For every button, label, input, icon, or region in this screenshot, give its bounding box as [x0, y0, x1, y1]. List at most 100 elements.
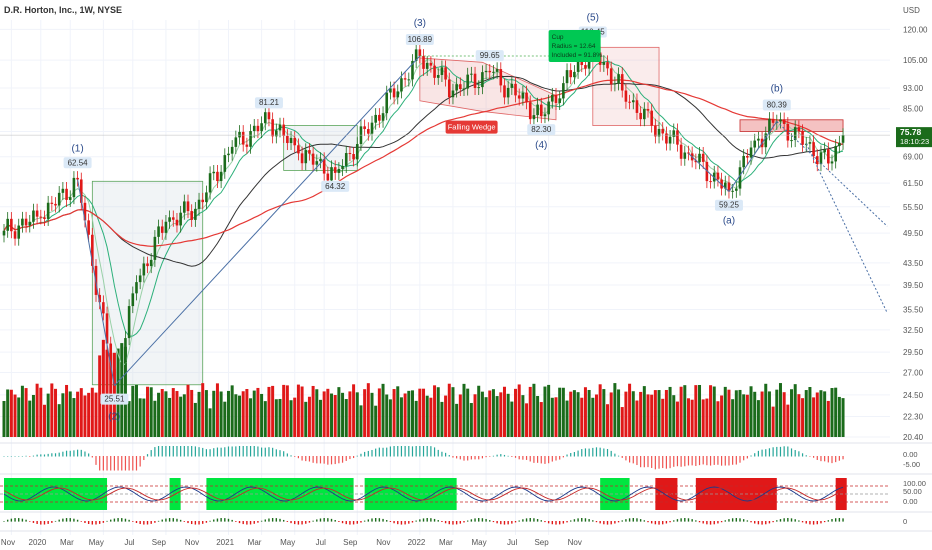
histogram-bar: [408, 446, 410, 457]
histogram-bar: [525, 456, 528, 460]
oscillator-bar: [386, 520, 388, 522]
oscillator-bar: [595, 521, 598, 523]
candle-body: [819, 152, 823, 165]
candle-body: [116, 367, 120, 386]
oscillator-bar: [470, 519, 473, 522]
oscillator-bar: [720, 521, 723, 523]
histogram-bar: [161, 446, 163, 457]
axes: 120.00105.0093.0085.0077.0069.0061.5055.…: [1, 25, 932, 547]
oscillator-bar: [334, 519, 336, 522]
volume-bar: [197, 391, 201, 437]
histogram-bar: [559, 456, 561, 460]
oscillator-bar: [684, 518, 686, 522]
candle-body: [46, 202, 50, 219]
histogram-bar: [665, 456, 667, 469]
histogram-bar: [813, 456, 815, 458]
histogram-bar: [673, 456, 675, 467]
histogram-bar: [640, 456, 642, 468]
volume-bar: [57, 404, 61, 437]
oscillator-bar: [680, 518, 682, 522]
stoch-d-line: [3, 487, 844, 501]
candle-body: [499, 69, 503, 86]
volume-bar: [90, 387, 94, 437]
volume-bar: [98, 355, 102, 437]
oscillator-bar: [735, 518, 738, 522]
candle-body: [731, 190, 734, 192]
candle-body: [838, 142, 841, 147]
candle-body: [727, 182, 731, 192]
candle-body: [230, 146, 234, 154]
histogram-bar: [452, 456, 454, 458]
oscillator-bar: [80, 521, 82, 522]
histogram-bar: [570, 452, 572, 457]
volume-bar: [653, 390, 657, 437]
candle-body: [698, 153, 701, 163]
histogram-bar: [662, 456, 664, 469]
x-tick-label: Nov: [185, 538, 199, 547]
volume-bar: [160, 389, 164, 437]
histogram-bar: [422, 446, 425, 457]
volume-bar: [300, 386, 304, 437]
volume-bar: [31, 394, 35, 437]
candle-body: [256, 125, 260, 132]
candle-body: [153, 236, 157, 260]
volume-bar: [278, 398, 282, 437]
volume-bar: [565, 400, 569, 437]
candle-body: [808, 142, 812, 144]
oscillator-bar: [301, 521, 303, 525]
volume-bar: [252, 390, 256, 437]
histogram-bar: [735, 456, 737, 465]
oscillator-bar: [367, 519, 370, 522]
volume-bar: [738, 389, 742, 437]
oscillator-bar: [816, 521, 818, 525]
oscillator-bar: [84, 521, 86, 523]
oscillator-bar: [205, 521, 208, 523]
oscillator-bar: [632, 518, 634, 522]
oscillator-bar: [106, 520, 108, 522]
candle-body: [120, 362, 124, 368]
histogram-bar: [356, 455, 358, 457]
volume-bar: [131, 385, 135, 437]
histogram-bar: [268, 447, 270, 457]
overlays: 62.5425.5181.2164.32106.8999.6582.30110.…: [0, 13, 890, 423]
oscillator-bar: [687, 518, 690, 522]
volume-bar: [414, 400, 418, 437]
candle-body: [628, 101, 631, 103]
oscillator-bar: [433, 518, 436, 522]
histogram-bar: [360, 453, 362, 457]
oscillator-bar: [617, 521, 620, 523]
volume-bar: [786, 404, 790, 437]
volume-bar: [473, 394, 477, 437]
pattern-zones: [91, 46, 844, 386]
oscillator-bar: [581, 518, 583, 522]
oscillator-bar: [294, 521, 296, 525]
histogram-bar: [135, 456, 138, 471]
oscillator-bar: [21, 518, 24, 522]
histogram-bar: [441, 451, 443, 457]
oscillator-bar: [485, 518, 487, 522]
candle-body: [723, 182, 727, 189]
currency-label: USD: [903, 6, 920, 15]
volume-bar: [550, 397, 554, 437]
volume-bar: [819, 390, 823, 437]
x-tick-label: Nov: [376, 538, 390, 547]
oscillator-bar: [345, 521, 347, 525]
histogram-bar: [680, 456, 682, 467]
oscillator-bar: [536, 519, 539, 522]
volume-bar: [215, 383, 219, 437]
volume-bar: [572, 390, 576, 437]
candle-body: [183, 201, 186, 213]
candle-body: [289, 137, 293, 144]
volume-bar: [230, 385, 234, 437]
histogram-bar: [272, 447, 274, 457]
volume-bar: [72, 398, 76, 437]
candle-body: [24, 218, 28, 226]
candle-body: [260, 123, 263, 132]
histogram-bar: [99, 456, 101, 471]
volume-bar: [24, 388, 28, 437]
oscillator-bar: [69, 518, 71, 522]
histogram-bar: [316, 456, 318, 464]
volume-bar: [322, 391, 326, 437]
volume-bar: [830, 388, 834, 437]
histogram-bar: [95, 456, 97, 465]
